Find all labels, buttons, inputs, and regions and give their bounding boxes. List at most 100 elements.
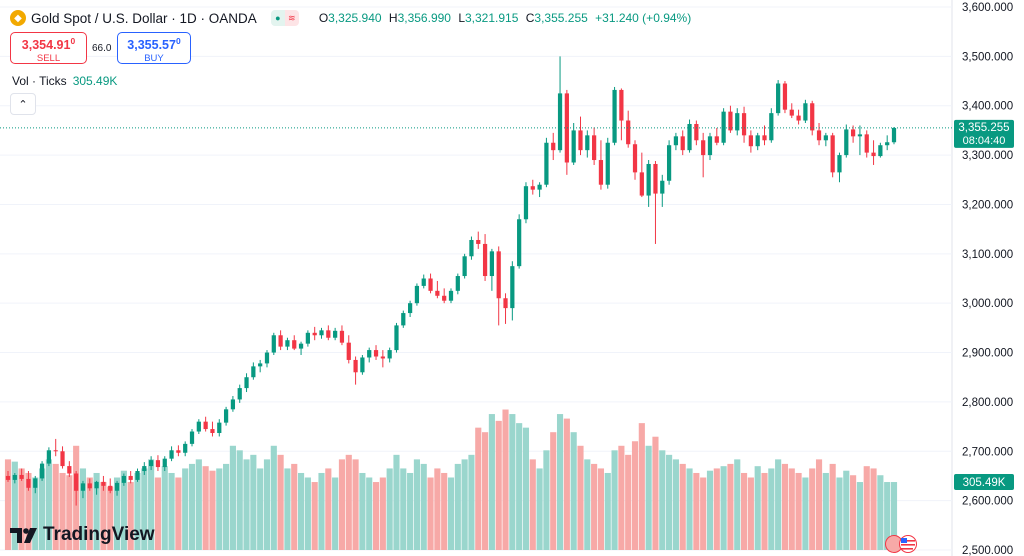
- volume-bar: [86, 477, 93, 550]
- buy-label: BUY: [144, 53, 164, 65]
- candle-body: [694, 123, 699, 141]
- volume-bar: [263, 459, 271, 550]
- volume-bar: [332, 477, 339, 550]
- volume-bar: [311, 482, 318, 550]
- candle-body: [155, 460, 161, 468]
- delayed-data-icon[interactable]: ≋: [284, 10, 299, 26]
- candle-body: [312, 332, 317, 336]
- volume-bar: [59, 472, 66, 550]
- volume-bar: [659, 450, 666, 550]
- y-tick-label: 2,600.000: [962, 496, 1013, 508]
- candle-body: [564, 93, 569, 163]
- volume-bar: [441, 472, 448, 550]
- volume-bar: [488, 414, 495, 550]
- gold-coin-icon[interactable]: ◆: [10, 10, 26, 26]
- volume-bar: [148, 459, 155, 550]
- volume-bar: [318, 472, 325, 550]
- candle-body: [653, 163, 658, 194]
- candle-body: [632, 144, 638, 173]
- volume-bar: [11, 461, 18, 550]
- volume-bar: [447, 477, 455, 550]
- candle-body: [496, 251, 501, 299]
- volume-bar: [134, 472, 141, 550]
- candle-body: [114, 482, 120, 491]
- candle-body: [796, 115, 801, 121]
- volume-bar: [372, 482, 380, 550]
- volume-bar: [584, 459, 591, 550]
- candle-body: [26, 478, 31, 488]
- candle-body: [305, 332, 310, 344]
- tradingview-logo[interactable]: TradingView: [10, 524, 155, 546]
- volume-bar: [638, 423, 645, 550]
- candle-body: [237, 388, 242, 400]
- volume-bar: [113, 477, 121, 550]
- volume-legend-value: 305.49K: [72, 74, 118, 88]
- volume-bar: [25, 472, 32, 550]
- volume-bar: [277, 454, 284, 550]
- candle-body: [776, 83, 781, 114]
- volume-legend[interactable]: Vol · Ticks 305.49K: [12, 74, 117, 88]
- candle-body: [94, 481, 99, 489]
- price-axis[interactable]: 3,600.000 3,500.000 3,400.000 3,300.000 3,20…: [962, 2, 1013, 556]
- market-open-icon[interactable]: ●: [270, 10, 285, 26]
- candle-body: [701, 140, 706, 156]
- candle-body: [278, 335, 283, 347]
- candle-body: [462, 256, 467, 277]
- candle-body: [476, 239, 481, 244]
- candle-body: [755, 135, 760, 147]
- candle-body: [203, 421, 208, 430]
- volume-bar: [543, 450, 550, 550]
- candle-body: [442, 295, 447, 301]
- sell-label: SELL: [36, 53, 61, 65]
- volume-bar: [338, 459, 346, 550]
- change-value: +31.240 (+0.94%): [595, 11, 692, 25]
- volume-bar: [781, 463, 789, 550]
- candle-body: [891, 127, 897, 143]
- candle-body: [660, 180, 665, 194]
- y-tick-label: 3,000.000: [962, 298, 1013, 310]
- candle-body: [53, 450, 58, 452]
- y-tick-label: 3,300.000: [962, 150, 1013, 162]
- candle-body: [537, 184, 542, 190]
- candle-body: [74, 473, 79, 491]
- volume-bar: [216, 468, 223, 550]
- volume-bar: [393, 454, 400, 550]
- low-label: L: [458, 11, 465, 25]
- buy-button[interactable]: 3,355.570 BUY: [117, 32, 191, 64]
- candle-body: [789, 109, 794, 116]
- candle-body: [223, 409, 229, 423]
- volume-bar: [345, 454, 352, 550]
- candle-body: [80, 483, 86, 491]
- candle-body: [244, 377, 249, 389]
- collapse-legend-button[interactable]: ⌃: [10, 93, 36, 115]
- candle-body: [380, 356, 385, 359]
- symbol-title[interactable]: Gold Spot / U.S. Dollar · 1D · OANDA: [31, 10, 257, 26]
- volume-bar: [4, 459, 12, 550]
- volume-bar: [325, 468, 332, 550]
- volume-bar: [468, 454, 475, 550]
- volume-bar: [652, 436, 659, 550]
- volume-bar: [297, 472, 305, 550]
- candle-body: [878, 145, 883, 157]
- candle-body: [12, 474, 17, 480]
- candle-body: [857, 134, 863, 137]
- candle-body: [285, 340, 290, 347]
- candle-body: [230, 399, 236, 410]
- volume-bar: [18, 468, 25, 550]
- sell-button[interactable]: 3,354.910 SELL: [10, 32, 87, 64]
- market-status-toggle[interactable]: ● ≋: [270, 10, 299, 26]
- candle-body: [60, 451, 65, 467]
- volume-bar: [195, 459, 202, 550]
- candle-body: [455, 276, 460, 291]
- volume-bar: [454, 463, 461, 550]
- candle-body: [87, 483, 92, 489]
- candle-body: [46, 450, 52, 464]
- candle-body: [850, 129, 856, 137]
- currency-flags-icon[interactable]: [884, 534, 920, 554]
- volume-bar: [815, 459, 823, 550]
- symbol-header: ◆ Gold Spot / U.S. Dollar · 1D · OANDA ●…: [10, 9, 691, 27]
- volume-bar: [482, 432, 489, 550]
- volume-bar: [250, 454, 257, 550]
- candle-body: [183, 443, 188, 453]
